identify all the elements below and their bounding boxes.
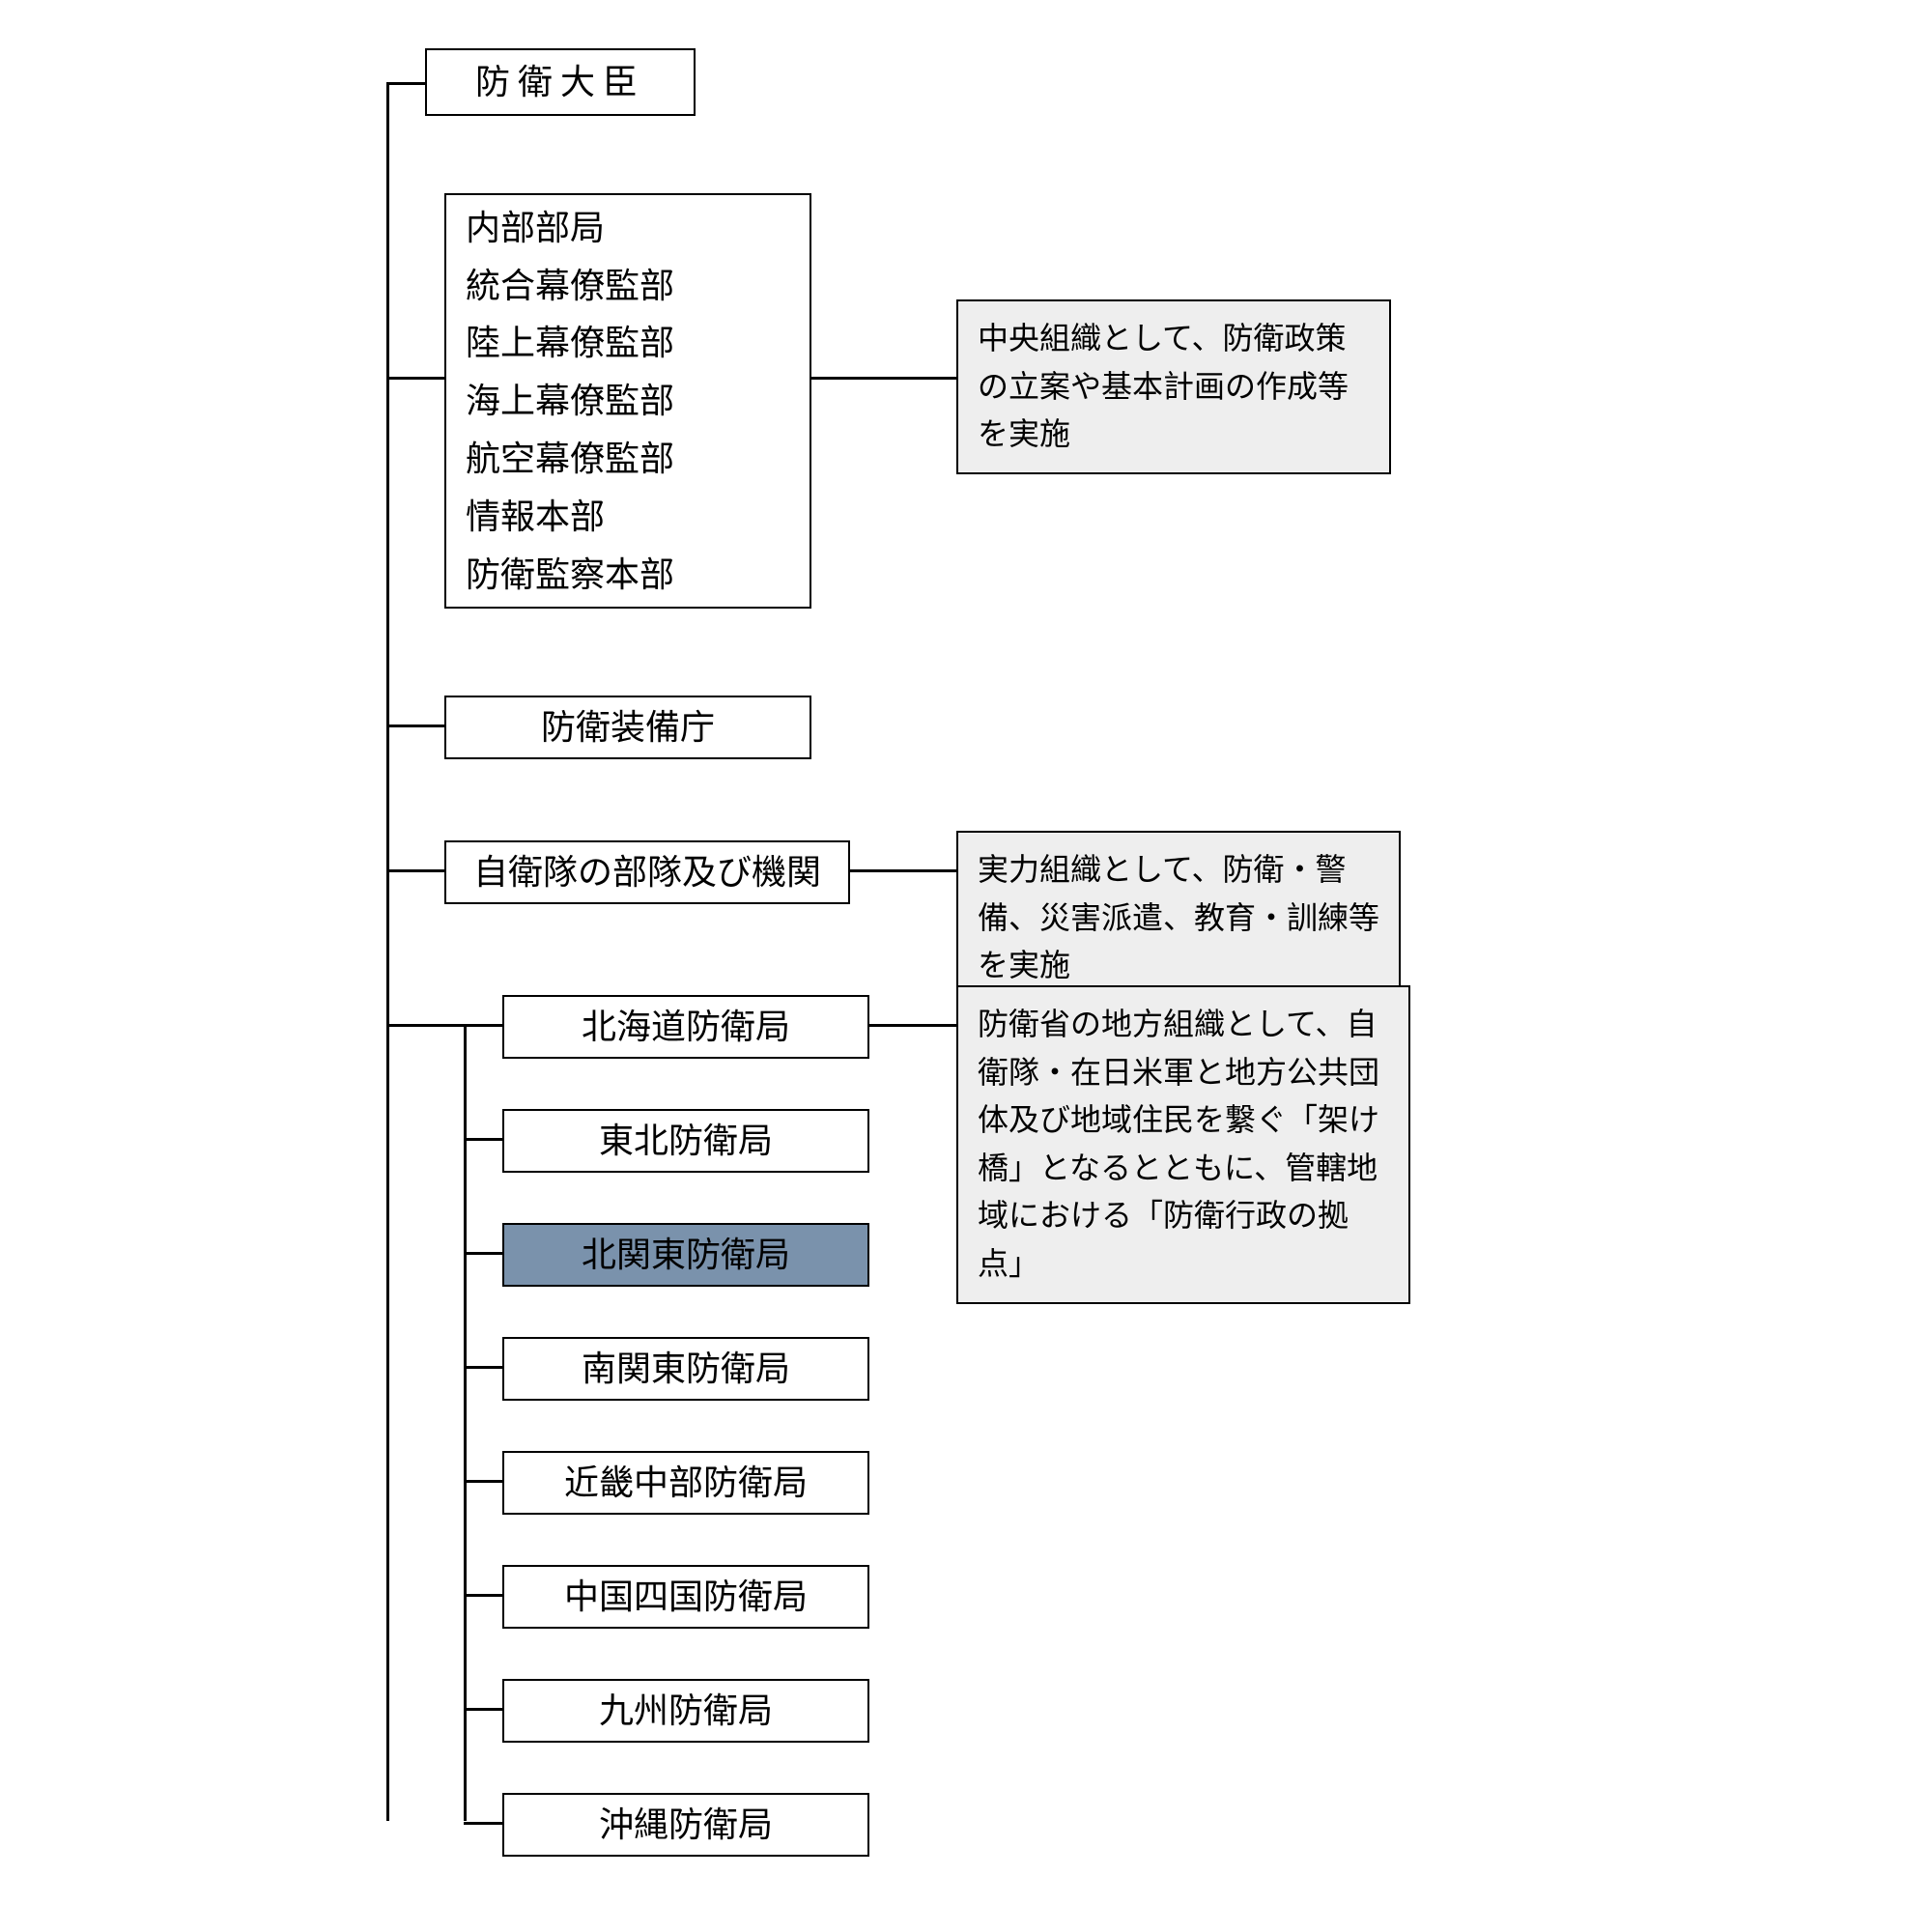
forces-desc: 実力組織として、防衛・警備、災害派遣、教育・訓練等を実施 <box>956 831 1401 1006</box>
connector <box>464 1138 502 1141</box>
bureau-node: 近畿中部防衛局 <box>502 1451 869 1515</box>
bureau-node: 九州防衛局 <box>502 1679 869 1743</box>
central-item: 陸上幕僚監部 <box>466 316 674 370</box>
connector <box>464 1252 502 1255</box>
connector <box>464 1822 502 1825</box>
connector <box>386 377 444 380</box>
connector <box>464 1366 502 1369</box>
bureau-label: 近畿中部防衛局 <box>564 1457 808 1509</box>
bureau-label: 中国四国防衛局 <box>564 1571 808 1623</box>
connector <box>386 1024 464 1027</box>
connector <box>386 82 389 1821</box>
connector <box>850 869 956 872</box>
forces-node: 自衛隊の部隊及び機関 <box>444 840 850 904</box>
central-item: 海上幕僚監部 <box>466 374 674 428</box>
bureau-node: 北海道防衛局 <box>502 995 869 1059</box>
agency-label: 防衛装備庁 <box>541 701 715 753</box>
bureau-node: 沖縄防衛局 <box>502 1793 869 1857</box>
connector <box>464 1708 502 1711</box>
bureau-node-highlight: 北関東防衛局 <box>502 1223 869 1287</box>
connector <box>386 82 425 85</box>
root-node: 防衛大臣 <box>425 48 696 116</box>
central-item: 情報本部 <box>466 490 605 544</box>
bureau-label: 北関東防衛局 <box>582 1229 790 1281</box>
root-label: 防衛大臣 <box>475 56 645 108</box>
connector <box>386 869 444 872</box>
org-chart-canvas: 防衛大臣 内部部局 統合幕僚監部 陸上幕僚監部 海上幕僚監部 航空幕僚監部 情報… <box>97 48 1835 1884</box>
bureau-label: 東北防衛局 <box>599 1115 773 1167</box>
bureaus-desc: 防衛省の地方組織として、自衛隊・在日米軍と地方公共団体及び地域住民を繋ぐ「架け橋… <box>956 985 1410 1304</box>
central-item: 内部部局 <box>466 201 605 255</box>
bureau-node: 東北防衛局 <box>502 1109 869 1173</box>
bureau-label: 九州防衛局 <box>599 1685 773 1737</box>
central-item: 統合幕僚監部 <box>466 259 674 313</box>
connector <box>386 724 444 727</box>
bureau-node: 南関東防衛局 <box>502 1337 869 1401</box>
agency-node: 防衛装備庁 <box>444 696 811 759</box>
bureau-label: 南関東防衛局 <box>582 1343 790 1395</box>
forces-label: 自衛隊の部隊及び機関 <box>473 846 821 898</box>
central-item: 防衛監察本部 <box>466 548 674 602</box>
central-desc: 中央組織として、防衛政策の立案や基本計画の作成等を実施 <box>956 299 1391 474</box>
connector <box>464 1024 467 1821</box>
connector <box>464 1024 502 1027</box>
connector <box>811 377 956 380</box>
central-group-box: 内部部局 統合幕僚監部 陸上幕僚監部 海上幕僚監部 航空幕僚監部 情報本部 防衛… <box>444 193 811 609</box>
bureau-node: 中国四国防衛局 <box>502 1565 869 1629</box>
bureau-label: 北海道防衛局 <box>582 1001 790 1053</box>
connector <box>464 1480 502 1483</box>
connector <box>869 1024 956 1027</box>
connector <box>464 1594 502 1597</box>
bureau-label: 沖縄防衛局 <box>599 1799 773 1851</box>
central-item: 航空幕僚監部 <box>466 432 674 486</box>
